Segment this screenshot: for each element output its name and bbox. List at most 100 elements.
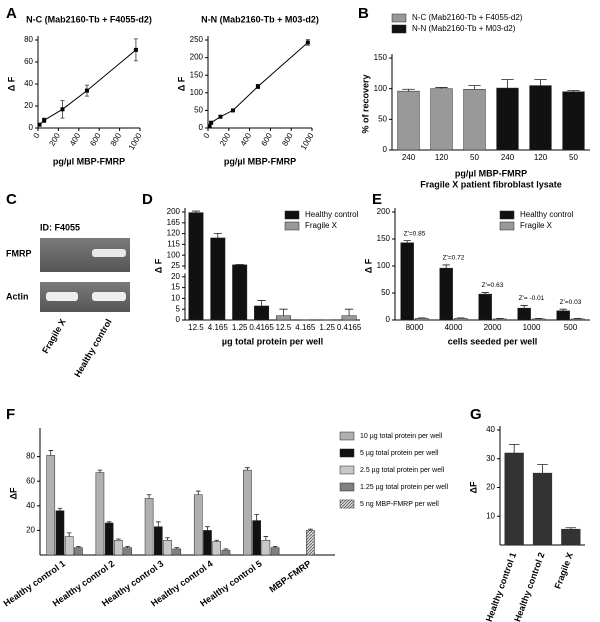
y-tick-label: 50 — [378, 114, 387, 123]
blot-id: ID: F4055 — [40, 222, 80, 232]
bar — [532, 318, 546, 321]
error-bar — [501, 79, 514, 89]
bar — [496, 87, 519, 151]
axis-break — [179, 269, 360, 274]
chart-title: N-N (Mab2160-Tb + M03-d2) — [201, 14, 319, 24]
error-bar — [402, 88, 415, 92]
x-axis-label: pg/µl MBP-FMRP — [53, 156, 125, 166]
x-tick-label: 4000 — [445, 323, 463, 332]
error-bar — [213, 232, 222, 238]
y-tick-label: 120 — [167, 229, 181, 238]
bar — [341, 315, 357, 321]
legend-label: 5 µg total protein per well — [360, 450, 439, 457]
bar — [221, 549, 231, 556]
x-tick-label: 500 — [564, 323, 578, 332]
error-bar — [308, 528, 313, 531]
error-bar — [57, 507, 63, 511]
x-tick-label: 4.165 — [295, 323, 316, 332]
error-bar — [223, 548, 229, 551]
bar — [562, 91, 585, 151]
x-tick-label: 800 — [280, 131, 295, 148]
x-tick-label: 0 — [32, 131, 42, 140]
bar — [454, 318, 468, 321]
bar — [46, 455, 56, 556]
bar — [504, 452, 524, 546]
panel-letter: A — [6, 5, 17, 22]
x-tick-label: Healthy control 2 — [512, 551, 546, 622]
legend-label: Healthy control — [305, 210, 359, 219]
point — [218, 114, 223, 119]
point — [84, 88, 89, 93]
x-tick-label: 600 — [88, 131, 103, 148]
bar — [397, 90, 420, 151]
legend-swatch — [339, 465, 355, 475]
legend-label: 5 ng MBP-FMRP per well — [360, 501, 439, 508]
error-bar — [263, 536, 269, 541]
error-bar — [537, 464, 548, 474]
blot-lane-label: Healthy control — [72, 317, 113, 379]
y-axis-label: Δ F — [153, 258, 163, 273]
x-tick-label: 0.4165 — [337, 323, 362, 332]
error-bar — [66, 532, 72, 537]
legend-swatch — [391, 13, 407, 23]
error-bar — [481, 292, 489, 295]
bar — [415, 318, 429, 321]
annotation: Z'=0.03 — [560, 299, 582, 306]
blot-band — [92, 292, 126, 301]
y-tick-label: 150 — [190, 70, 204, 79]
x-tick-label: 2000 — [484, 323, 502, 332]
y-tick-label: 20 — [486, 483, 495, 492]
blot-band — [92, 249, 126, 257]
error-bar — [174, 547, 180, 549]
x-tick-label: 240 — [501, 153, 515, 162]
legend-label: Fragile X — [520, 221, 553, 230]
x-tick-label: 12.5 — [276, 323, 292, 332]
legend-swatch — [284, 210, 300, 220]
y-tick-label: 150 — [374, 53, 388, 62]
error-bar — [279, 308, 288, 316]
error-bar — [106, 521, 112, 524]
legend-swatch — [499, 210, 515, 220]
bar — [232, 264, 248, 321]
x-tick-label: 200 — [218, 131, 233, 148]
y-tick-label: 60 — [26, 476, 35, 485]
panel-letter: E — [372, 191, 382, 208]
x-tick-label: 200 — [47, 131, 62, 148]
bar — [203, 530, 212, 556]
y-tick-label: 100 — [377, 261, 391, 270]
bar — [154, 526, 163, 556]
y-axis-label: ΔF — [468, 481, 478, 493]
legend-label: 2.5 µg total protein per well — [360, 467, 445, 474]
error-bar — [165, 537, 170, 541]
bar — [306, 530, 315, 556]
y-axis-label: ΔF — [8, 487, 18, 499]
y-tick-label: 20 — [26, 526, 35, 535]
x-axis-label: cells seeded per well — [448, 336, 538, 346]
point — [37, 122, 42, 127]
y-tick-label: 100 — [167, 250, 181, 259]
x-tick-label: 800 — [109, 131, 124, 148]
y-tick-label: 0 — [383, 145, 388, 154]
y-axis-label: Δ F — [363, 258, 373, 273]
y-tick-label: 0 — [29, 123, 34, 132]
bar — [172, 548, 182, 556]
bar — [252, 520, 261, 556]
panel-letter: D — [142, 191, 153, 208]
y-tick-label: 5 — [176, 304, 181, 313]
point — [255, 84, 260, 89]
legend-swatch — [339, 448, 355, 458]
error-bar — [125, 545, 130, 548]
y-tick-label: 80 — [24, 35, 33, 44]
bar — [270, 547, 280, 556]
bar — [64, 536, 74, 556]
bar — [400, 242, 414, 321]
error-bar — [442, 264, 450, 269]
blot-row-label: Actin — [6, 291, 29, 301]
y-tick-label: 165 — [167, 218, 181, 227]
point — [42, 118, 47, 123]
legend-label: N-N (Mab2160-Tb + M03-d2) — [412, 24, 516, 33]
x-tick-label: 240 — [402, 153, 416, 162]
error-bar — [559, 308, 567, 311]
y-tick-label: 30 — [486, 454, 495, 463]
y-tick-label: 150 — [377, 234, 391, 243]
